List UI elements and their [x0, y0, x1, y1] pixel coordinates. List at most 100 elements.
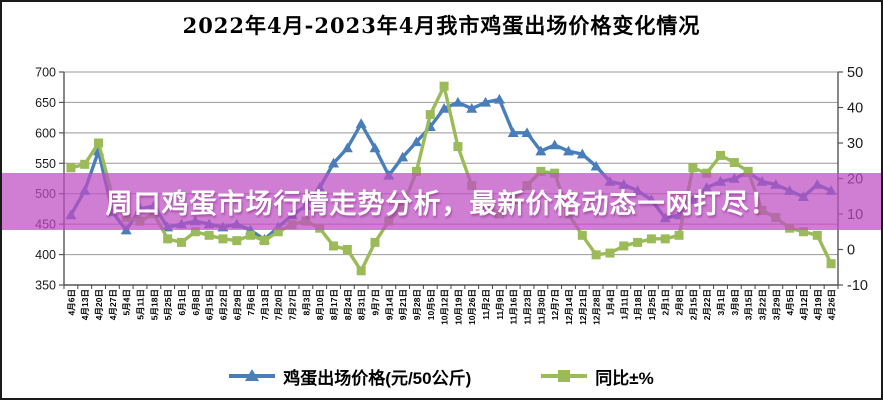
x-axis-label: 3月29日: [771, 289, 781, 320]
x-axis-label: 8月3日: [301, 289, 311, 315]
x-axis-label: 9月14日: [384, 289, 394, 320]
y-axis-label-right: 30: [847, 136, 863, 152]
chart-title: 2022年4月-2023年4月我市鸡蛋出场价格变化情况: [182, 13, 701, 38]
x-axis-label: 8月17日: [329, 289, 339, 320]
price-marker: [590, 160, 602, 171]
y-axis-label-left: 650: [35, 96, 56, 110]
price-marker: [535, 145, 547, 156]
x-axis-label: 2月8日: [675, 289, 685, 315]
yoy-marker: [411, 166, 421, 176]
x-axis-label: 7月20日: [274, 289, 284, 320]
x-axis-label: 4月6日: [66, 289, 76, 315]
yoy-marker: [273, 227, 283, 237]
yoy-marker: [218, 234, 228, 244]
x-axis-label: 11月9日: [495, 289, 505, 320]
yoy-marker: [812, 230, 822, 240]
x-axis-label: 1月4日: [605, 289, 615, 315]
price-marker: [576, 148, 588, 159]
legend-label-price: 鸡蛋出场价格(元/50公斤): [283, 368, 472, 388]
yoy-marker: [619, 241, 629, 251]
x-axis-label: 6月15日: [205, 289, 215, 320]
x-axis-label: 6月22日: [218, 289, 228, 320]
yoy-marker: [329, 241, 339, 251]
x-axis-label: 3月15日: [744, 289, 754, 320]
x-axis-label: 1月18日: [633, 289, 643, 320]
legend-item-yoy: 同比±%: [541, 364, 654, 389]
yoy-marker: [798, 227, 808, 237]
legend-label-yoy: 同比±%: [595, 368, 654, 388]
x-axis-label: 11月30日: [536, 289, 546, 324]
x-axis-label: 6月29日: [232, 289, 242, 320]
price-marker: [452, 96, 464, 107]
y-axis-label-left: 600: [35, 126, 56, 140]
yoy-marker: [163, 234, 173, 244]
x-axis-label: 2月15日: [688, 289, 698, 320]
yoy-marker: [826, 259, 836, 269]
yoy-marker: [716, 150, 726, 160]
x-axis-label: 5月25日: [163, 289, 173, 320]
y-axis-label-left: 550: [35, 157, 56, 171]
yoy-marker: [66, 163, 76, 173]
x-axis-label: 12月28日: [592, 289, 602, 325]
x-axis-label: 4月26日: [827, 289, 837, 320]
price-marker: [438, 103, 450, 113]
x-axis-label: 7月13日: [260, 289, 270, 320]
yoy-marker: [660, 234, 670, 244]
x-axis-label: 11月23日: [523, 289, 533, 324]
x-axis-label: 6月8日: [191, 289, 201, 315]
yoy-marker: [633, 237, 643, 247]
price-marker: [397, 151, 409, 162]
price-marker: [369, 142, 381, 153]
x-axis-label: 5月11日: [136, 289, 146, 320]
x-axis-label: 9月21日: [398, 289, 408, 320]
yoy-marker: [232, 236, 242, 246]
promo-banner-text: 周口鸡蛋市场行情走势分析，最新价格动态一网打尽！: [105, 189, 778, 219]
yoy-marker: [176, 237, 186, 247]
yoy-marker: [743, 166, 753, 176]
x-axis-label: 12月14日: [564, 289, 574, 325]
yoy-marker: [246, 230, 256, 240]
yoy-marker: [536, 166, 546, 176]
yoy-marker: [577, 230, 587, 240]
price-marker: [410, 136, 422, 147]
yoy-series-marker-icon: [541, 370, 588, 382]
x-axis-label: 7月27日: [288, 289, 298, 320]
x-axis-label: 11月2日: [481, 289, 491, 320]
x-axis-label: 2月1日: [661, 289, 671, 315]
yoy-marker: [674, 230, 684, 240]
promo-banner: 周口鸡蛋市场行情走势分析，最新价格动态一网打尽！: [2, 173, 881, 230]
yoy-marker: [204, 230, 214, 240]
price-marker: [466, 103, 478, 113]
price-marker: [521, 127, 533, 138]
x-axis-label: 4月5日: [785, 289, 795, 315]
x-axis-label: 8月31日: [357, 289, 367, 320]
price-marker: [355, 118, 367, 128]
x-axis-label: 4月20日: [94, 289, 104, 320]
yoy-marker: [453, 142, 463, 152]
yoy-marker: [591, 250, 601, 260]
x-axis-label: 8月10日: [315, 289, 325, 320]
yoy-marker: [425, 110, 435, 120]
yoy-marker: [646, 234, 656, 244]
x-axis-label: 1月25日: [647, 289, 657, 320]
price-marker: [549, 139, 561, 150]
x-axis-label: 6月1日: [177, 289, 187, 315]
x-axis-label: 7月6日: [246, 289, 256, 315]
x-axis-label: 10月26日: [467, 289, 477, 325]
price-marker: [493, 93, 505, 104]
price-marker: [562, 145, 574, 156]
chart-legend: 鸡蛋出场价格(元/50公斤) 同比±%: [2, 358, 881, 394]
yoy-marker: [190, 227, 200, 237]
x-axis-label: 5月4日: [122, 289, 132, 315]
y-axis-label-left: 350: [35, 279, 56, 293]
x-axis-label: 12月7日: [550, 289, 560, 320]
x-axis-label: 11月16日: [509, 289, 519, 324]
x-axis-label: 4月12日: [799, 289, 809, 320]
x-axis-label: 4月19日: [813, 289, 823, 320]
x-axis-label: 10月5日: [426, 289, 436, 320]
x-axis-label: 9月28日: [412, 289, 422, 320]
x-axis-label: 10月12日: [440, 289, 450, 325]
y-axis-label-left: 700: [35, 66, 56, 80]
x-axis-label: 4月13日: [80, 289, 90, 320]
price-marker: [328, 157, 340, 168]
